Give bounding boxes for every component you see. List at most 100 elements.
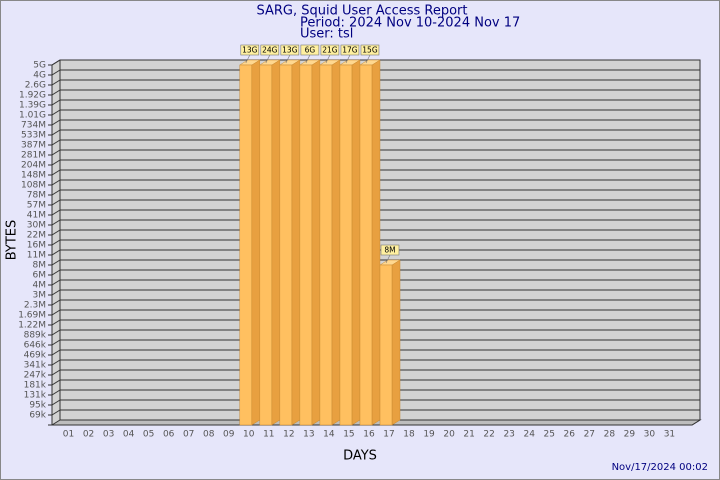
y-tick-label: 22M [27,231,46,241]
label-pointer [285,54,291,64]
x-tick-label: 01 [63,430,74,440]
value-label: 6G [305,46,316,55]
grid-line [51,299,61,306]
grid-line [51,319,61,326]
grid-line [51,349,61,356]
x-tick-label: 31 [664,430,675,440]
bar [299,64,313,426]
x-tick-label: 07 [183,430,194,440]
y-tick-label: 2.6G [25,81,46,91]
y-tick-label: 1.22M [18,321,46,331]
grid-line [51,369,61,376]
grid-line [51,269,61,276]
value-label: 8M [384,246,395,255]
value-label-box [320,44,340,56]
grid-line [51,289,61,296]
x-tick-label: 08 [203,430,215,440]
grid-line [51,409,61,416]
x-tick-label: 02 [83,430,94,440]
grid-line [51,59,61,66]
grid-line [51,159,61,166]
grid-line [51,399,61,406]
value-label-box [340,44,360,56]
y-tick-label: 646k [24,341,47,351]
x-tick-label: 06 [163,430,175,440]
bar-side [371,59,381,426]
value-label: 13G [242,46,258,55]
grid-line [51,109,61,116]
bar-side [311,59,321,426]
y-tick-label: 469k [24,351,47,361]
y-tick-label: 5G [33,61,46,71]
x-tick-label: 22 [483,430,494,440]
label-pointer [385,254,391,264]
bar [239,64,253,426]
y-tick-label: 11M [27,251,46,261]
y-tick-label: 1.92G [19,91,46,101]
value-label-box [280,44,300,56]
y-tick-label: 3M [33,291,47,301]
x-tick-label: 28 [604,430,616,440]
grid-line [51,379,61,386]
y-tick-label: 131k [24,391,47,401]
grid-line [51,69,61,76]
value-label: 17G [342,46,358,55]
value-label-box [260,44,280,56]
x-tick-label: 23 [503,430,514,440]
y-tick-label: 30M [27,221,46,231]
x-tick-label: 05 [143,430,154,440]
value-label: 24G [262,46,278,55]
x-tick-label: 18 [403,430,415,440]
y-tick-label: 148M [21,171,46,181]
y-tick-label: 1.39G [19,101,46,111]
grid-line [51,149,61,156]
grid-line [51,389,61,396]
grid-line [51,169,61,176]
grid-line [51,279,61,286]
y-tick-label: 889k [24,331,47,341]
x-tick-label: 11 [263,430,274,440]
grid-line [51,189,61,196]
y-tick-label: 69k [29,411,46,421]
bar-side [291,59,301,426]
x-tick-label: 14 [323,430,335,440]
grid-line [51,239,61,246]
y-tick-label: 8M [33,261,47,271]
bar-side [331,59,341,426]
x-tick-label: 29 [624,430,636,440]
y-tick-label: 181k [24,381,47,391]
grid-line [51,309,61,316]
y-tick-label: 4G [33,71,46,81]
x-axis-label: DAYS [343,449,377,464]
value-label: 15G [362,46,378,55]
label-pointer [305,54,311,64]
grid-line [51,139,61,146]
grid-line [51,339,61,346]
bar-side [271,59,281,426]
y-tick-label: 341k [24,361,47,371]
x-tick-label: 03 [103,430,114,440]
grid-line [51,209,61,216]
x-tick-label: 21 [463,430,474,440]
y-tick-label: 204M [21,161,46,171]
value-label-box [300,44,320,56]
x-tick-label: 16 [363,430,375,440]
y-tick-label: 6M [33,271,47,281]
value-label-box [240,44,260,56]
value-label: 21G [322,46,338,55]
y-tick-label: 387M [21,141,46,151]
footer: Nov/17/2024 00:02 [612,462,708,473]
label-pointer [365,54,371,64]
label-pointer [345,54,351,64]
x-tick-label: 25 [544,430,555,440]
chart-title: SARG, Squid User Access Report [257,4,468,19]
y-tick-label: 734M [21,121,46,131]
value-label: 13G [282,46,298,55]
x-tick-label: 12 [283,430,294,440]
x-tick-label: 10 [243,430,255,440]
x-tick-label: 09 [223,430,235,440]
x-tick-label: 13 [303,430,314,440]
x-tick-label: 15 [343,430,354,440]
bar-side [391,259,401,426]
